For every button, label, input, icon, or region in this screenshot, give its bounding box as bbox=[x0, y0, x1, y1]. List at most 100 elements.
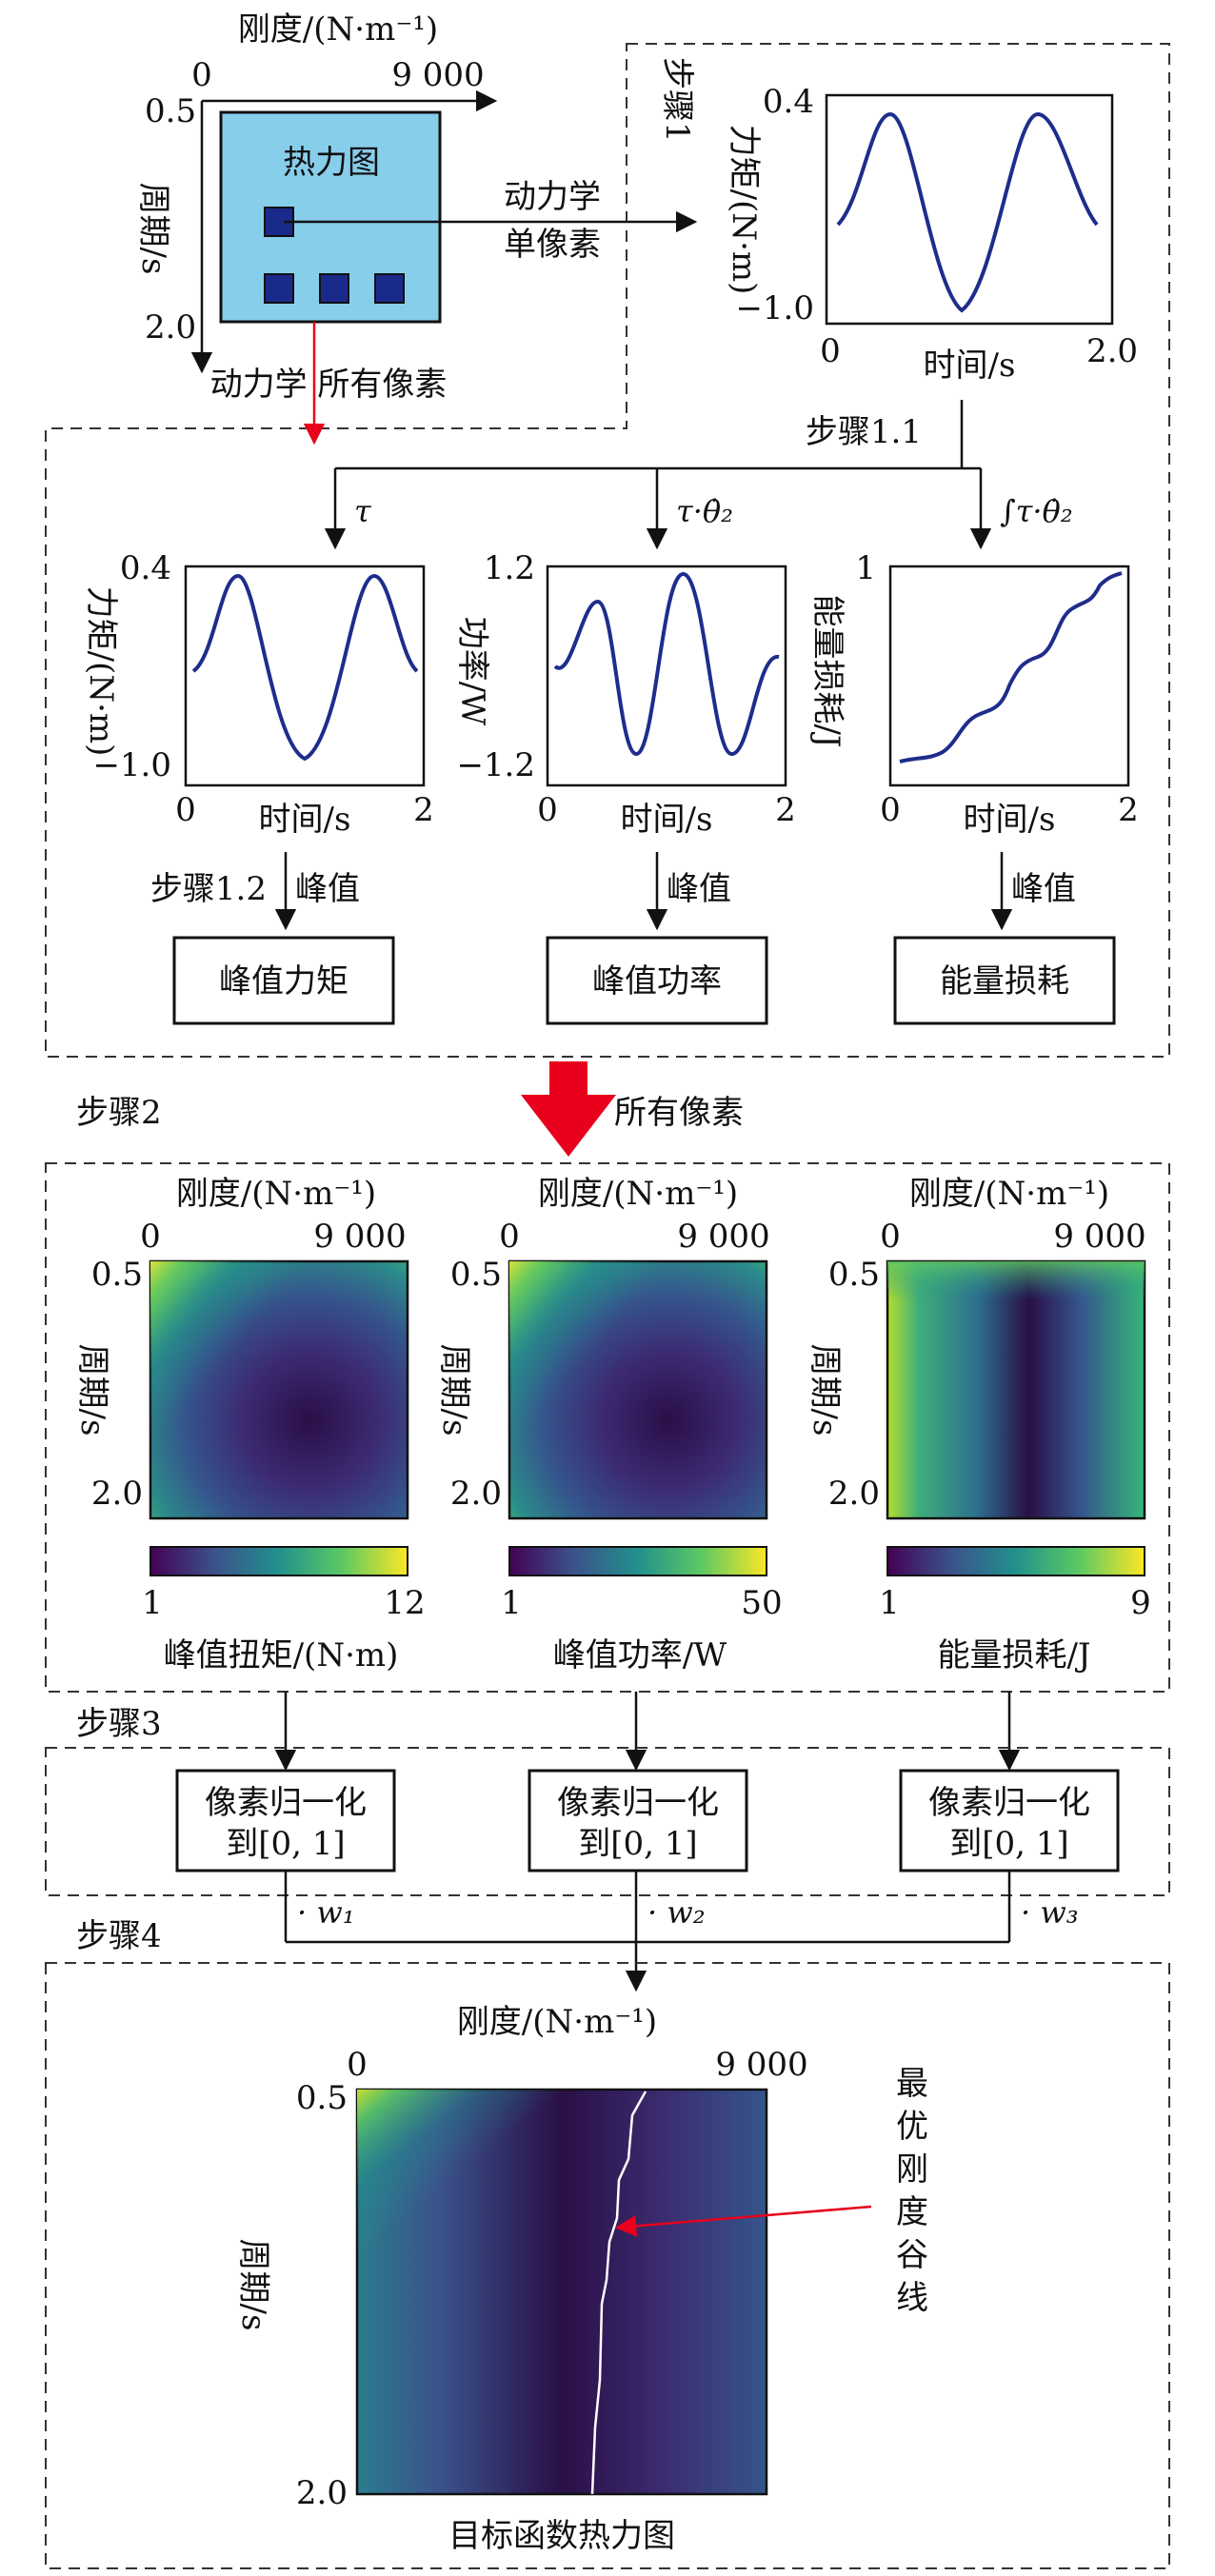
final-x-min: 0 bbox=[347, 2046, 368, 2084]
plot-x-min: 0 bbox=[175, 791, 196, 829]
heatmap-x-max: 9 000 bbox=[1053, 1218, 1145, 1256]
heatmap-x-label: 刚度/(N·m⁻¹) bbox=[538, 1175, 738, 1213]
heatmap-y-max: 2.0 bbox=[828, 1475, 880, 1513]
result-label: 峰值功率 bbox=[592, 962, 722, 1001]
top-plot-y-min: −1.0 bbox=[735, 289, 814, 327]
plot-power: 1.2 −1.2 功率/W 0 2 时间/s bbox=[453, 549, 796, 839]
plot-y-max: 1.2 bbox=[484, 549, 535, 587]
step1-2-label: 步骤1.2 bbox=[150, 870, 267, 908]
colorbar-max: 12 bbox=[384, 1584, 425, 1622]
heatmap-peak-power: 刚度/(N·m⁻¹) 0 9 000 0.5 2.0 周期/s 1 50 峰值功… bbox=[435, 1175, 783, 1674]
top-plot-x-max: 2.0 bbox=[1086, 332, 1138, 370]
heatmap-overlay bbox=[150, 1261, 408, 1518]
heatmap-x-min: 0 bbox=[499, 1218, 520, 1256]
step1-frame bbox=[45, 43, 1170, 1058]
top-heatmap-x-min: 0 bbox=[191, 56, 212, 94]
step3-frame bbox=[45, 1747, 1170, 1896]
normalize-boxes: 像素归一化 到[0, 1] 像素归一化 到[0, 1] 像素归一化 到[0, 1… bbox=[175, 1769, 1120, 1873]
final-heatmap: 刚度/(N·m⁻¹) 0 9 000 0.5 2.0 周期/s 目标函数热力图 … bbox=[234, 2003, 928, 2555]
normalize-box bbox=[175, 1769, 396, 1873]
annotation-vertical-text: 最 优 刚 度 谷 线 bbox=[896, 2065, 928, 2317]
result-label: 峰值力矩 bbox=[219, 962, 349, 1001]
branch-power-label: τ·θ̇₂ bbox=[676, 493, 733, 529]
normalize-line1: 像素归一化 bbox=[205, 1784, 367, 1822]
plot-frame bbox=[184, 565, 426, 787]
top-plot-x-label: 时间/s bbox=[924, 347, 1016, 385]
pixel bbox=[319, 273, 349, 304]
final-x-label: 刚度/(N·m⁻¹) bbox=[457, 2003, 657, 2041]
plot-y-max: 0.4 bbox=[120, 549, 171, 587]
annotation-char: 度 bbox=[896, 2193, 928, 2231]
heatmap-x-max: 9 000 bbox=[677, 1218, 769, 1256]
result-box-peak-power bbox=[546, 936, 768, 1025]
step1-1-branch: 步骤1.1 τ τ·θ̇₂ ∫τ·θ̇₂ bbox=[324, 400, 1073, 550]
top-heatmap-y-max: 2.0 bbox=[145, 308, 196, 347]
top-plot-curve bbox=[836, 111, 1099, 313]
normalize-box bbox=[528, 1769, 748, 1873]
energy-curve bbox=[899, 571, 1123, 763]
colorbar bbox=[149, 1546, 408, 1576]
colorbar-min: 1 bbox=[142, 1584, 163, 1622]
heatmap-y-label: 周期/s bbox=[806, 1344, 844, 1437]
annotation-char: 优 bbox=[896, 2108, 928, 2146]
plot-x-label: 时间/s bbox=[621, 801, 713, 839]
heatmap-x-max: 9 000 bbox=[313, 1218, 406, 1256]
top-heatmap-y-label: 周期/s bbox=[134, 183, 172, 275]
optimal-valley-line bbox=[590, 2091, 647, 2495]
plot-x-min: 0 bbox=[880, 791, 901, 829]
single-pixel-label-2: 单像素 bbox=[504, 226, 601, 264]
weight-label: · w₂ bbox=[647, 1894, 706, 1931]
normalize-line2: 到[0, 1] bbox=[578, 1825, 697, 1863]
heatmap-peak-torque: 刚度/(N·m⁻¹) 0 9 000 0.5 2.0 周期/s 1 12 峰值扭… bbox=[73, 1175, 426, 1674]
step2-label: 步骤2 bbox=[76, 1094, 162, 1132]
heatmap-x-min: 0 bbox=[140, 1218, 161, 1256]
heatmap-y-min: 0.5 bbox=[91, 1256, 143, 1294]
plot-y-label: 力矩/(N·m) bbox=[82, 586, 120, 757]
plot-x-label: 时间/s bbox=[259, 801, 351, 839]
plot-y-min: −1.0 bbox=[92, 746, 171, 784]
final-y-min: 0.5 bbox=[296, 2079, 348, 2117]
plot-frame bbox=[546, 565, 787, 787]
weight-label: · w₁ bbox=[297, 1894, 355, 1931]
heatmap-overlay bbox=[887, 1261, 1145, 1518]
peak-label: 峰值 bbox=[1011, 870, 1076, 908]
colorbar-max: 9 bbox=[1130, 1584, 1151, 1622]
step2-frame bbox=[45, 1162, 1170, 1693]
normalize-line2: 到[0, 1] bbox=[949, 1825, 1068, 1863]
pixel bbox=[264, 273, 294, 304]
plot-y-label: 能量损耗/J bbox=[808, 594, 847, 747]
step1-1-label: 步骤1.1 bbox=[806, 413, 922, 451]
plot-x-max: 2 bbox=[1118, 791, 1139, 829]
colorbar-max: 50 bbox=[741, 1584, 782, 1622]
final-caption: 目标函数热力图 bbox=[448, 2517, 675, 2555]
branch-tau-label: τ bbox=[354, 493, 372, 529]
plot-x-max: 2 bbox=[775, 791, 796, 829]
torque-curve bbox=[191, 573, 419, 762]
top-plot-y-max: 0.4 bbox=[763, 83, 814, 121]
plot-x-min: 0 bbox=[537, 791, 558, 829]
annotation-char: 谷 bbox=[896, 2236, 928, 2274]
annotation-char: 线 bbox=[896, 2279, 928, 2317]
plot-x-label: 时间/s bbox=[964, 801, 1056, 839]
result-box-peak-torque bbox=[172, 936, 395, 1025]
step4-label: 步骤4 bbox=[76, 1917, 162, 1955]
plot-y-min: −1.2 bbox=[456, 746, 535, 784]
result-box-energy bbox=[893, 936, 1116, 1025]
final-y-label: 周期/s bbox=[234, 2239, 272, 2331]
heatmap-y-label: 周期/s bbox=[73, 1344, 111, 1437]
pixel bbox=[374, 273, 405, 304]
all-pixels-label: 所有像素 bbox=[614, 1094, 744, 1132]
normalize-line1: 像素归一化 bbox=[557, 1784, 719, 1822]
single-pixel-label-1: 动力学 bbox=[504, 178, 601, 216]
top-heatmap-x-max: 9 000 bbox=[391, 56, 484, 94]
plot-x-max: 2 bbox=[413, 791, 434, 829]
colorbar-min: 1 bbox=[879, 1584, 900, 1622]
top-plot-x-min: 0 bbox=[820, 332, 841, 370]
plot-y-label: 功率/W bbox=[453, 617, 491, 725]
step4-frame bbox=[45, 1962, 1170, 2569]
peak-results: 步骤1.2 峰值 峰值力矩 峰值 峰值功率 峰值 能量损耗 bbox=[150, 852, 1116, 1025]
plot-energy: 1 0 2 能量损耗/J 时间/s bbox=[808, 549, 1139, 839]
final-x-max: 9 000 bbox=[715, 2046, 807, 2084]
normalize-line2: 到[0, 1] bbox=[226, 1825, 345, 1863]
